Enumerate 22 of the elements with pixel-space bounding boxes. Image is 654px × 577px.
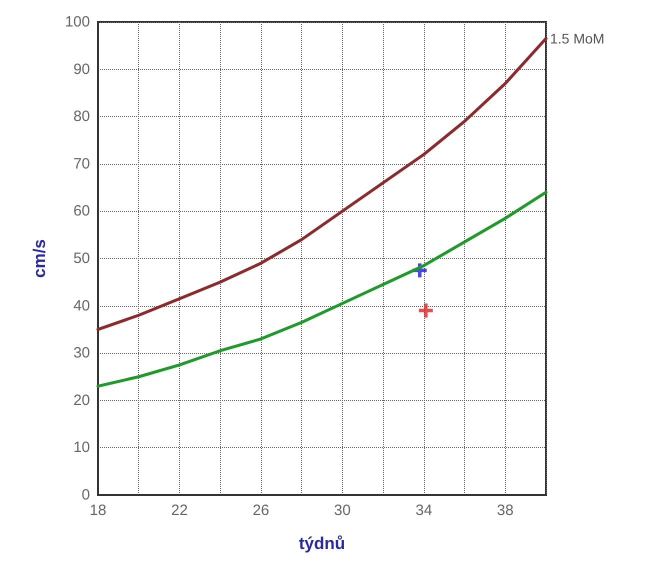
y-tick-label: 50	[73, 250, 90, 267]
x-tick-label: 30	[334, 502, 351, 519]
line-series	[96, 190, 548, 388]
y-axis-title: cm/s	[30, 239, 49, 278]
y-tick-label: 100	[64, 14, 90, 30]
y-tick-label: 80	[73, 108, 90, 126]
y-tick-label: 0	[82, 486, 90, 504]
x-tick-label: 18	[90, 502, 106, 519]
x-tick-label: 26	[252, 502, 270, 519]
y-tick-label: 70	[73, 155, 90, 172]
y-tick-label: 10	[73, 439, 90, 456]
y-tick-label: 40	[73, 297, 90, 314]
x-tick-label: 34	[415, 502, 432, 519]
y-tick-label: 30	[73, 344, 90, 362]
x-axis-title: týdnů	[298, 534, 346, 553]
y-tick-label: 60	[73, 202, 90, 220]
y-tick-label: 90	[73, 60, 90, 78]
x-tick-label: 38	[496, 502, 514, 519]
series-label: 1.5 MoM	[550, 30, 604, 47]
line-series	[96, 37, 548, 331]
x-tick-label: 22	[171, 502, 188, 519]
y-tick-label: 20	[73, 392, 90, 409]
